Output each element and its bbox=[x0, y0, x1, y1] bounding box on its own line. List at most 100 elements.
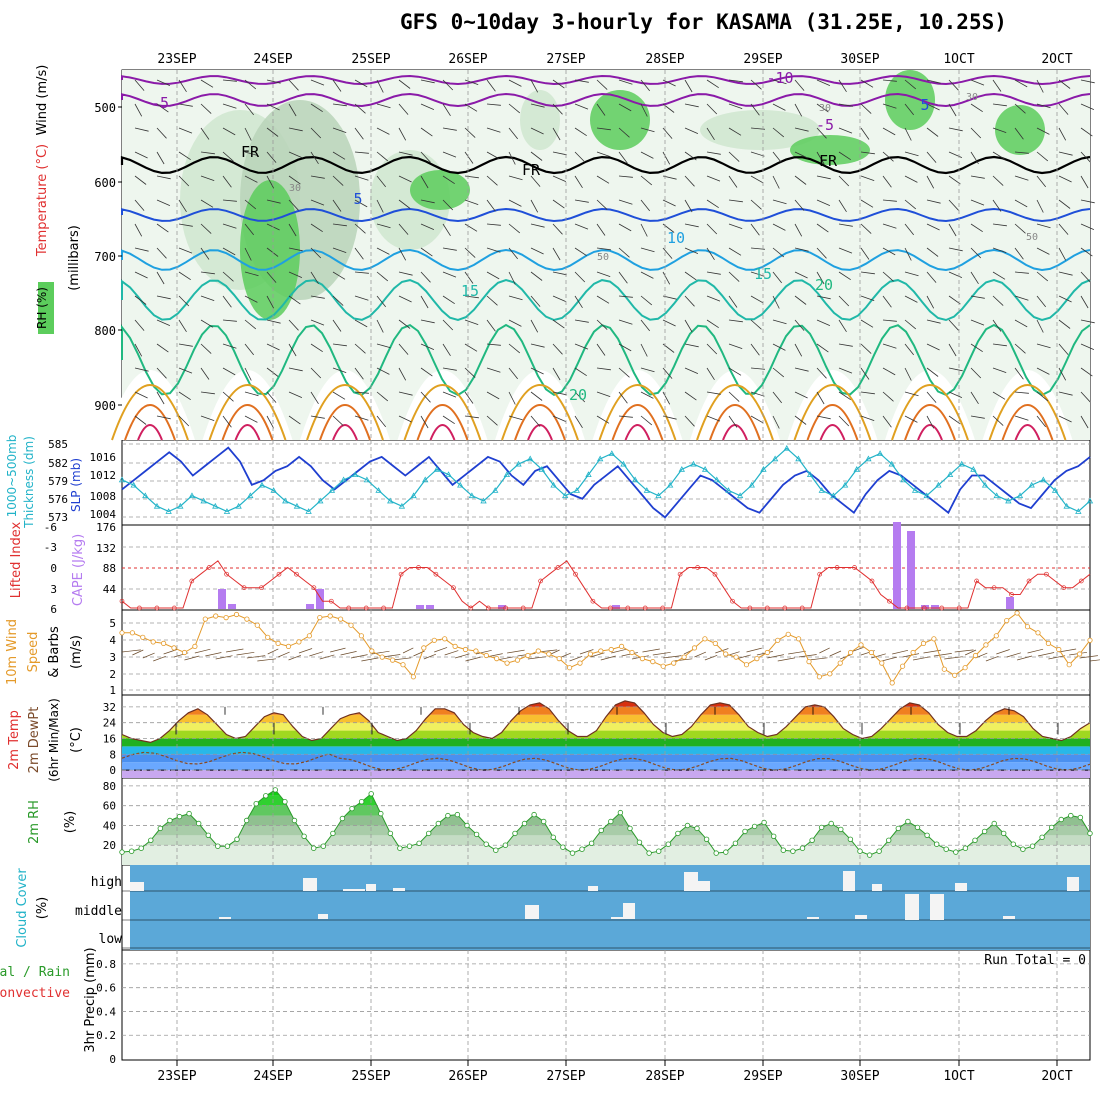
rh2m-point bbox=[1048, 824, 1055, 831]
wind-barb bbox=[772, 343, 786, 351]
wind-barb bbox=[1014, 271, 1029, 274]
wind-barb bbox=[772, 79, 787, 85]
rh-shade bbox=[590, 90, 650, 150]
wind-barb bbox=[354, 79, 368, 88]
date-label-bottom: 2OCT bbox=[1041, 1069, 1072, 1084]
wind-barb bbox=[398, 151, 413, 156]
thickness-point bbox=[655, 492, 662, 499]
thickness-point bbox=[1016, 492, 1024, 499]
wind-barb bbox=[1014, 343, 1026, 354]
date-label-top: 27SEP bbox=[546, 52, 585, 67]
wind-barb bbox=[454, 653, 470, 659]
wind-barb bbox=[178, 343, 193, 347]
wind-barb bbox=[530, 199, 539, 213]
pressure-tick-label: 900 bbox=[94, 399, 116, 413]
li-tick-label: 6 bbox=[50, 603, 57, 616]
slp-tick-label: 1016 bbox=[90, 451, 117, 464]
wind-barb bbox=[464, 391, 474, 404]
wind-barb bbox=[398, 103, 409, 115]
wind-barb bbox=[970, 103, 983, 113]
wind-barb bbox=[829, 650, 842, 657]
wind-barb bbox=[464, 199, 479, 205]
rh2m-point bbox=[119, 849, 125, 855]
wind-barb bbox=[200, 415, 215, 421]
wind-barb bbox=[1058, 271, 1073, 276]
wind-speed-point bbox=[233, 611, 240, 618]
rh2m-point bbox=[435, 820, 441, 827]
wind-barb bbox=[200, 391, 215, 395]
wind-barb bbox=[266, 295, 275, 309]
wind-barb bbox=[904, 175, 918, 183]
thickness-point bbox=[387, 497, 394, 504]
wind-barb bbox=[944, 656, 963, 660]
rh2m-ylabel-units: (%) bbox=[63, 811, 78, 834]
thickness-point bbox=[375, 487, 382, 493]
wind-barb bbox=[926, 247, 939, 257]
thickness-point bbox=[923, 492, 930, 499]
isotherm-25 bbox=[111, 384, 189, 441]
rh2m-point bbox=[1029, 843, 1036, 849]
thickness-point bbox=[935, 481, 942, 488]
wind-barb bbox=[1014, 151, 1029, 154]
chart-title: GFS 0~10day 3-hourly for KASAMA (31.25E,… bbox=[400, 10, 1007, 34]
rh2m-point bbox=[301, 833, 307, 839]
thickness-point bbox=[247, 492, 254, 499]
wind-barb bbox=[1027, 648, 1044, 654]
wind-barb bbox=[244, 175, 258, 183]
wind-barb bbox=[244, 79, 257, 90]
wind-barb bbox=[288, 271, 303, 278]
cloud-gap bbox=[393, 888, 405, 891]
rh-shade bbox=[995, 105, 1045, 155]
wind-barb bbox=[640, 367, 655, 373]
rh2m-point bbox=[186, 810, 192, 817]
wind-barb bbox=[596, 415, 610, 424]
wind-speed-point bbox=[337, 616, 344, 622]
wind-barb bbox=[354, 247, 364, 260]
wind-barb bbox=[266, 247, 279, 257]
wind-barb bbox=[970, 415, 985, 419]
rh2m-point bbox=[406, 843, 413, 849]
lifted-index-point bbox=[695, 565, 700, 570]
wind-barb bbox=[767, 654, 784, 659]
wind-barb bbox=[332, 271, 346, 280]
rh2m-point bbox=[224, 843, 231, 849]
lifted-index-point bbox=[573, 571, 578, 577]
wind-barb bbox=[788, 650, 806, 655]
wind-barb bbox=[574, 343, 589, 350]
wind-barb bbox=[156, 151, 165, 165]
wind-barb bbox=[134, 175, 147, 185]
wind-barb bbox=[596, 247, 611, 251]
lifted-index-point bbox=[1026, 578, 1032, 584]
wind-barb bbox=[706, 79, 719, 89]
wind-barb bbox=[684, 79, 693, 93]
wind-speed-point bbox=[868, 649, 875, 656]
thickness-point bbox=[340, 476, 347, 483]
cape-ylabel-lifted: Lifted Index bbox=[9, 521, 24, 598]
isotherm-30 bbox=[124, 404, 176, 441]
rh-shade bbox=[410, 170, 470, 210]
wind-barb bbox=[992, 295, 1004, 306]
wind-barb bbox=[552, 127, 561, 141]
cloud-gap bbox=[855, 915, 867, 919]
wind-barb bbox=[310, 271, 319, 285]
wind-barb bbox=[662, 271, 671, 285]
wind-barb bbox=[178, 415, 190, 427]
wind-speed-point bbox=[546, 651, 552, 657]
wind-barb bbox=[750, 319, 762, 330]
rh2m-point bbox=[857, 848, 863, 854]
wind-speed-point bbox=[806, 658, 812, 665]
wind-barb bbox=[640, 271, 654, 279]
wind-barb bbox=[684, 295, 695, 307]
isotherm-25 bbox=[208, 384, 287, 441]
wind-barb bbox=[904, 319, 917, 330]
wind-barb bbox=[728, 319, 743, 323]
wind-barb bbox=[420, 367, 433, 377]
temp-band bbox=[122, 754, 1090, 763]
thickness-point bbox=[1051, 487, 1059, 493]
wind-barb bbox=[178, 79, 187, 93]
wind-barb bbox=[530, 151, 543, 161]
wind-barb bbox=[332, 79, 342, 92]
wind-tick-label: 4 bbox=[109, 634, 116, 647]
wind-barb bbox=[1036, 151, 1049, 162]
lifted-index-point bbox=[590, 598, 596, 604]
